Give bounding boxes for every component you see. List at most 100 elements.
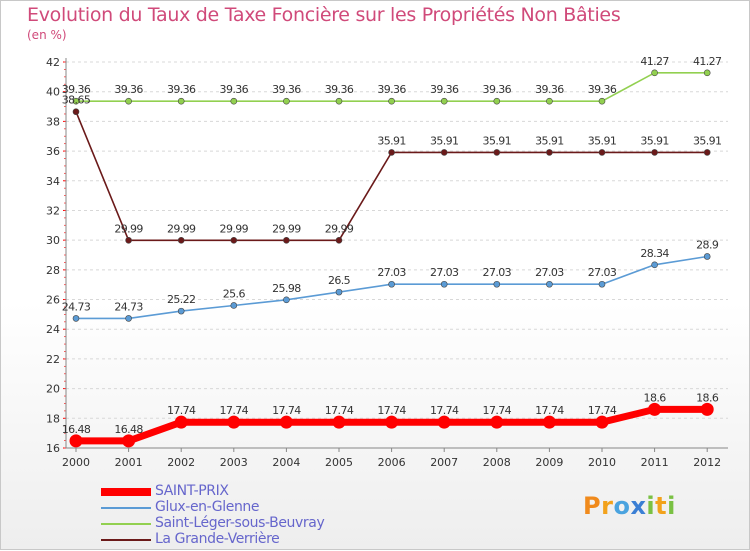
y-tick-label: 36	[46, 145, 60, 158]
data-label: 27.03	[377, 266, 406, 279]
data-point	[177, 237, 185, 244]
data-label: 39.36	[62, 83, 91, 96]
chart-title: Evolution du Taux de Taxe Foncière sur l…	[27, 4, 621, 26]
data-label: 27.03	[483, 266, 512, 279]
data-point	[388, 280, 395, 288]
legend-label: SAINT-PRIX	[155, 483, 229, 499]
data-label: 25.98	[272, 282, 301, 295]
data-label: 17.74	[377, 404, 406, 417]
data-label: 35.91	[430, 134, 459, 147]
data-point	[493, 280, 501, 288]
data-point	[493, 149, 501, 156]
data-label: 29.99	[220, 222, 249, 235]
y-tick-label: 30	[46, 234, 60, 247]
y-tick-label: 24	[46, 323, 60, 336]
logo-letter: i	[667, 492, 676, 520]
data-point	[651, 261, 658, 269]
data-label: 35.91	[640, 134, 669, 147]
data-labels: 39.36 39.36 39.36 39.36 39.36 39.36 39.36 39.36…	[62, 55, 723, 436]
data-label: 39.36	[588, 83, 617, 96]
series-line	[75, 110, 709, 242]
data-point	[177, 307, 185, 315]
y-tick-label: 40	[46, 86, 60, 99]
data-point	[385, 415, 399, 429]
data-point	[122, 434, 136, 448]
x-tick-label: 2002	[167, 456, 195, 469]
data-point	[546, 97, 553, 105]
data-label: 35.91	[483, 134, 512, 147]
data-point	[651, 149, 658, 156]
x-tick-label: 2000	[62, 456, 90, 469]
y-tick-label: 26	[46, 294, 60, 307]
legend-swatch	[101, 507, 151, 509]
logo-letter: o	[613, 492, 631, 520]
data-label: 29.99	[272, 222, 301, 235]
data-point	[283, 296, 290, 304]
data-label: 26.5	[328, 274, 351, 287]
x-tick-label: 2001	[115, 456, 143, 469]
legend-swatch	[101, 488, 151, 496]
data-label: 39.36	[114, 83, 143, 96]
y-tick-label: 32	[46, 204, 60, 217]
y-tick-label: 28	[46, 264, 60, 277]
data-label: 18.6	[696, 391, 719, 404]
data-point	[493, 97, 501, 105]
data-label: 39.36	[535, 83, 564, 96]
logo-letter: i	[646, 492, 656, 520]
chart-subtitle: (en %)	[27, 28, 67, 42]
y-tick-label: 20	[46, 383, 60, 396]
x-tick-label: 2004	[272, 456, 300, 469]
data-point	[388, 149, 395, 156]
data-point	[177, 97, 185, 105]
data-point	[648, 402, 662, 416]
proxiti-logo: Proxiti	[583, 492, 676, 520]
data-point	[335, 288, 343, 296]
data-label: 17.74	[325, 404, 354, 417]
data-label: 29.99	[325, 222, 354, 235]
data-point	[72, 97, 80, 105]
data-point	[703, 69, 711, 77]
legend-swatch	[101, 523, 151, 525]
data-label: 25.22	[167, 293, 196, 306]
data-point	[283, 97, 290, 105]
data-label: 17.74	[220, 404, 249, 417]
data-point	[227, 415, 241, 429]
x-tick-label: 2003	[220, 456, 248, 469]
x-tick-label: 2008	[483, 456, 511, 469]
data-point	[440, 97, 448, 105]
x-tick-label: 2007	[430, 456, 458, 469]
y-tick-label: 38	[46, 115, 60, 128]
data-point	[651, 69, 658, 77]
data-label: 39.36	[325, 83, 354, 96]
data-label: 17.74	[272, 404, 301, 417]
x-tick-label: 2005	[325, 456, 353, 469]
data-point	[598, 149, 606, 156]
x-tick-label: 2009	[535, 456, 563, 469]
data-point	[125, 315, 132, 322]
data-point	[69, 434, 83, 448]
data-label: 39.36	[377, 83, 406, 96]
data-label: 39.36	[220, 83, 249, 96]
data-label: 35.91	[377, 134, 406, 147]
grid-lines	[66, 61, 728, 419]
logo-letter: t	[655, 492, 668, 520]
data-point	[230, 237, 238, 244]
data-point	[440, 149, 448, 156]
x-tick-label: 2012	[693, 456, 721, 469]
data-point	[437, 415, 451, 429]
legend-swatch	[101, 539, 151, 541]
data-label: 35.91	[693, 134, 722, 147]
x-tick-label: 2010	[588, 456, 616, 469]
data-point	[546, 280, 553, 288]
data-point	[595, 415, 609, 429]
data-label: 17.74	[588, 404, 617, 417]
data-point	[598, 280, 606, 288]
data-point	[72, 108, 80, 116]
y-tick-label: 18	[46, 412, 60, 425]
y-tick-label: 22	[46, 353, 60, 366]
data-label: 27.03	[430, 266, 459, 279]
data-label: 18.6	[644, 391, 667, 404]
data-label: 25.6	[223, 287, 246, 300]
